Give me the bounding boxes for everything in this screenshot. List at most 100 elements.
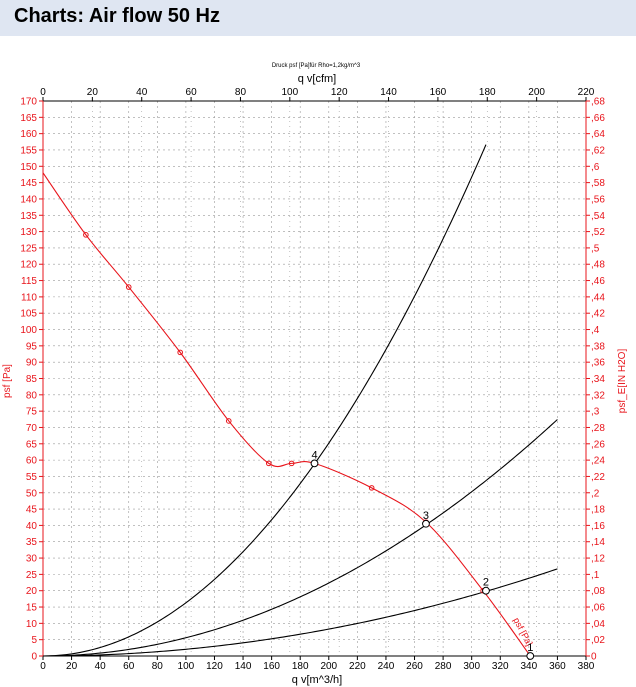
chart-subtitle: Druck psf [Pa]für Rho=1,2kg/m^3 [272, 63, 361, 69]
top-tick-label: 160 [430, 87, 447, 98]
right-tick-label: ,08 [591, 586, 605, 597]
y-tick-label: 35 [26, 537, 38, 548]
x-tick-label: 300 [463, 661, 480, 672]
x-tick-label: 320 [492, 661, 509, 672]
right-tick-label: ,26 [591, 439, 605, 450]
y-tick-label: 55 [26, 472, 38, 483]
y-tick-label: 10 [26, 619, 38, 630]
air-flow-chart: Druck psf [Pa]für Rho=1,2kg/m^3 q v[cfm]… [2, 63, 628, 686]
top-axis-label: q v[cfm] [298, 73, 337, 85]
operating-point-3 [422, 519, 430, 528]
y-tick-label: 160 [20, 129, 37, 140]
x-tick-label: 360 [549, 661, 566, 672]
right-tick-label: ,5 [591, 243, 600, 254]
fan-curve [42, 172, 531, 657]
fan-curve-marker [265, 460, 272, 467]
x-tick-label: 240 [378, 661, 395, 672]
right-tick-label: ,36 [591, 358, 605, 369]
system-curve-1 [42, 144, 487, 657]
y-tick-label: 120 [20, 260, 37, 271]
right-tick-label: ,6 [591, 162, 600, 173]
y-tick-label: 155 [20, 145, 37, 156]
fan-curve-marker [125, 284, 132, 290]
fan-curve-marker [368, 485, 375, 491]
header-bar: Charts: Air flow 50 Hz [0, 0, 636, 36]
fan-curve-marker [288, 460, 295, 467]
y-tick-label: 15 [26, 603, 38, 614]
x-tick-label: 220 [349, 661, 366, 672]
operating-point-4 [310, 459, 319, 468]
x-tick-label: 140 [235, 661, 252, 672]
y-tick-label: 125 [20, 243, 37, 254]
top-tick-label: 0 [40, 87, 46, 98]
x-tick-label: 280 [435, 661, 452, 672]
fan-curve-marker [225, 418, 232, 424]
right-tick-label: ,04 [591, 619, 605, 630]
left-axis-label: psf [Pa] [2, 364, 13, 398]
right-tick-label: ,34 [591, 374, 605, 385]
x-tick-label: 100 [178, 661, 195, 672]
right-tick-label: ,3 [591, 407, 600, 418]
y-tick-label: 130 [20, 227, 37, 238]
y-tick-label: 80 [26, 390, 38, 401]
right-tick-label: ,68 [591, 97, 605, 108]
y-tick-label: 30 [26, 554, 38, 565]
y-tick-label: 75 [26, 407, 38, 418]
right-tick-label: ,28 [591, 423, 605, 434]
fan-curve-marker [83, 232, 89, 238]
y-tick-label: 20 [26, 586, 38, 597]
y-tick-label: 60 [26, 456, 38, 467]
bottom-axis-label: q v[m^3/h] [292, 674, 342, 686]
right-tick-label: ,2 [591, 488, 600, 499]
operating-point-label-2: 2 [483, 577, 489, 589]
top-tick-label: 80 [235, 87, 247, 98]
y-tick-label: 165 [20, 113, 37, 124]
x-tick-label: 340 [520, 661, 537, 672]
right-tick-label: ,48 [591, 260, 605, 271]
right-tick-label: ,18 [591, 505, 605, 516]
y-tick-label: 70 [26, 423, 38, 434]
x-tick-label: 120 [206, 661, 223, 672]
x-tick-label: 60 [123, 661, 135, 672]
y-tick-label: 95 [26, 341, 38, 352]
y-tick-label: 25 [26, 570, 38, 581]
operating-point-label-4: 4 [311, 449, 317, 461]
system-curve-2 [42, 419, 558, 657]
top-tick-label: 40 [136, 87, 148, 98]
y-tick-label: 50 [26, 488, 38, 499]
system-curve-3 [43, 568, 558, 657]
right-tick-label: ,38 [591, 341, 605, 352]
y-tick-label: 40 [26, 521, 38, 532]
top-tick-label: 20 [87, 87, 99, 98]
right-tick-label: ,44 [591, 292, 605, 303]
x-tick-label: 200 [320, 661, 337, 672]
right-tick-label: ,24 [591, 456, 605, 467]
x-tick-label: 180 [292, 661, 309, 672]
y-tick-label: 90 [26, 358, 38, 369]
right-tick-label: ,52 [591, 227, 605, 238]
fan-curve-marker [177, 349, 183, 356]
top-tick-label: 220 [578, 87, 595, 98]
right-tick-label: ,06 [591, 603, 605, 614]
x-tick-label: 20 [66, 661, 78, 672]
x-tick-label: 380 [578, 661, 595, 672]
y-tick-label: 0 [31, 652, 37, 663]
page-title: Charts: Air flow 50 Hz [14, 5, 220, 27]
y-tick-label: 100 [20, 325, 37, 336]
right-tick-label: ,54 [591, 211, 605, 222]
operating-point-label-3: 3 [423, 510, 429, 522]
y-tick-label: 105 [20, 309, 37, 320]
right-tick-label: ,4 [591, 325, 600, 336]
right-tick-label: ,1 [591, 570, 600, 581]
right-tick-label: ,14 [591, 537, 605, 548]
right-tick-label: ,64 [591, 129, 605, 140]
x-tick-label: 260 [406, 661, 423, 672]
right-tick-label: ,12 [591, 554, 605, 565]
y-tick-label: 5 [31, 635, 37, 646]
right-tick-label: ,58 [591, 178, 605, 189]
top-tick-label: 60 [186, 87, 198, 98]
y-tick-label: 45 [26, 505, 38, 516]
right-tick-label: ,62 [591, 145, 605, 156]
right-tick-label: 0 [591, 652, 597, 663]
y-tick-label: 85 [26, 374, 38, 385]
